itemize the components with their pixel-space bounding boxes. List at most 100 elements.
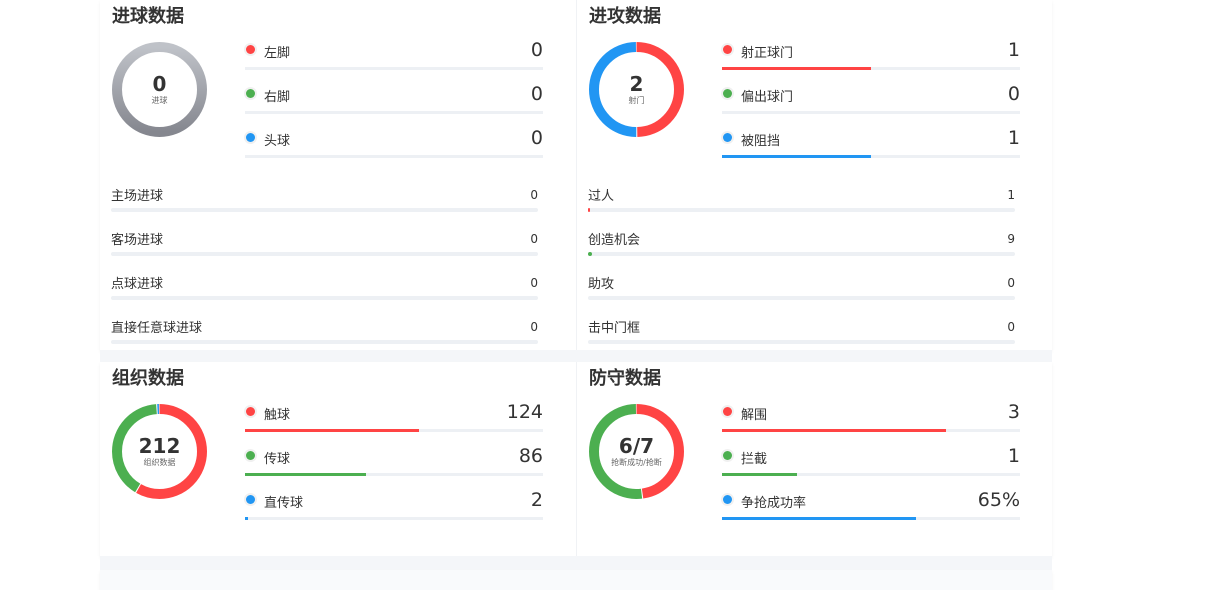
progress-fill: [722, 67, 871, 70]
progress-track: [722, 517, 1020, 520]
dot-icon: [246, 495, 255, 504]
progress-fill: [722, 155, 871, 158]
donut-label: 抢断成功/抢断: [611, 458, 662, 467]
legend-item: 拦截 1: [722, 444, 1020, 488]
legend-label: 被阻挡: [741, 134, 781, 149]
legend-item: 直传球 2: [245, 488, 543, 532]
card-title: 进球数据: [112, 6, 184, 27]
donut-center: 6/7 抢断成功/抢断: [588, 403, 685, 500]
legend: 触球 124 传球 86 直传球 2: [245, 400, 543, 532]
dot-icon: [723, 89, 732, 98]
progress-fill: [245, 473, 366, 476]
donut-empty-ring: [112, 42, 207, 137]
donut-center: 0 进球: [111, 41, 208, 138]
legend-label: 直传球: [264, 496, 304, 511]
stat-row: 直接任意球进球 0: [111, 314, 538, 358]
stat-label: 击中门框: [588, 321, 641, 336]
progress-fill: [245, 517, 248, 520]
donut-segment: [589, 42, 684, 137]
stat-track: [111, 340, 538, 344]
legend-item: 偏出球门 0: [722, 82, 1020, 126]
legend-label: 射正球门: [741, 46, 794, 61]
dot-icon: [723, 495, 732, 504]
dot-icon: [723, 451, 732, 460]
dot-icon: [246, 451, 255, 460]
progress-track: [722, 155, 1020, 158]
progress-track: [245, 155, 543, 158]
stat-row: 过人 1: [588, 182, 1015, 226]
donut-center: 2 射门: [588, 41, 685, 138]
legend-label: 触球: [264, 408, 291, 423]
stat-track: [588, 252, 1015, 256]
donut-label: 进球: [151, 96, 168, 105]
stat-row: 助攻 0: [588, 270, 1015, 314]
stat-track: [111, 252, 538, 256]
legend-value: 124: [506, 401, 543, 423]
legend: 左脚 0 右脚 0 头球 0: [245, 38, 543, 170]
donut-chart: [112, 404, 207, 499]
progress-track: [245, 429, 543, 432]
stat-rows: 过人 1 创造机会 9 助攻 0 击中门框 0: [588, 182, 1015, 358]
stat-row: 击中门框 0: [588, 314, 1015, 358]
stat-value: 0: [1007, 276, 1015, 290]
donut-center: 212 组织数据: [111, 403, 208, 500]
progress-fill: [722, 517, 916, 520]
legend-value: 86: [518, 445, 543, 467]
dot-icon: [246, 133, 255, 142]
section-top: 进球数据 0 进球 左脚 0 右脚 0 头球 0 主场进球 0 客场进球 0 点球进球 0 直接任意球进球 0 …: [100, 0, 1052, 350]
legend-value: 1: [1007, 127, 1020, 149]
donut-value: 212: [138, 434, 181, 458]
donut-chart: [589, 404, 684, 499]
stat-track: [111, 208, 538, 212]
legend-label: 左脚: [264, 46, 291, 61]
donut-segment: [589, 404, 684, 499]
stat-label: 直接任意球进球: [111, 321, 203, 336]
stat-label: 创造机会: [588, 233, 641, 248]
legend-label: 解围: [741, 408, 768, 423]
donut-label: 射门: [628, 96, 645, 105]
legend-label: 争抢成功率: [741, 496, 807, 511]
stat-label: 客场进球: [111, 233, 164, 248]
card-organization: 组织数据 212 组织数据 触球 124 传球 86 直传球 2: [100, 362, 576, 556]
dot-icon: [246, 407, 255, 416]
donut-segment: [112, 404, 207, 499]
stat-row: 客场进球 0: [111, 226, 538, 270]
donut-value: 0: [152, 72, 167, 96]
progress-track: [245, 111, 543, 114]
legend-value: 1: [1007, 445, 1020, 467]
stat-label: 助攻: [588, 277, 615, 292]
stat-fill: [588, 252, 593, 256]
donut-value: 6/7: [618, 434, 655, 458]
progress-track: [245, 473, 543, 476]
stat-track: [111, 296, 538, 300]
progress-fill: [245, 429, 420, 432]
legend-item: 右脚 0: [245, 82, 543, 126]
donut-segment: [112, 404, 207, 499]
stat-rows: 主场进球 0 客场进球 0 点球进球 0 直接任意球进球 0: [111, 182, 538, 358]
section-next: [100, 570, 1052, 590]
legend-label: 拦截: [741, 452, 768, 467]
card-attack: 进攻数据 2 射门 射正球门 1 偏出球门 0 被阻挡 1 过人 1 创造机会 9 助攻 0 击中门框 0: [576, 0, 1052, 350]
stat-label: 过人: [588, 189, 615, 204]
stat-track: [588, 296, 1015, 300]
legend-item: 争抢成功率 65%: [722, 488, 1020, 532]
legend-label: 传球: [264, 452, 291, 467]
progress-fill: [722, 429, 946, 432]
legend-label: 右脚: [264, 90, 291, 105]
donut-chart: [112, 42, 207, 137]
stat-value: 0: [1007, 320, 1015, 334]
legend-value: 1: [1007, 39, 1020, 61]
legend-value: 0: [530, 39, 543, 61]
card-defense: 防守数据 6/7 抢断成功/抢断 解围 3 拦截 1 争抢成功率 65%: [576, 362, 1052, 556]
stat-value: 0: [530, 188, 538, 202]
legend-value: 2: [530, 489, 543, 511]
legend-value: 0: [530, 127, 543, 149]
donut-segment: [589, 42, 684, 137]
stat-label: 点球进球: [111, 277, 164, 292]
legend-item: 头球 0: [245, 126, 543, 170]
legend: 解围 3 拦截 1 争抢成功率 65%: [722, 400, 1020, 532]
legend-item: 被阻挡 1: [722, 126, 1020, 170]
progress-track: [722, 67, 1020, 70]
stat-track: [588, 208, 1015, 212]
section-bottom: 组织数据 212 组织数据 触球 124 传球 86 直传球 2 防守数据 6/7 抢断成功/抢断解…: [100, 362, 1052, 556]
